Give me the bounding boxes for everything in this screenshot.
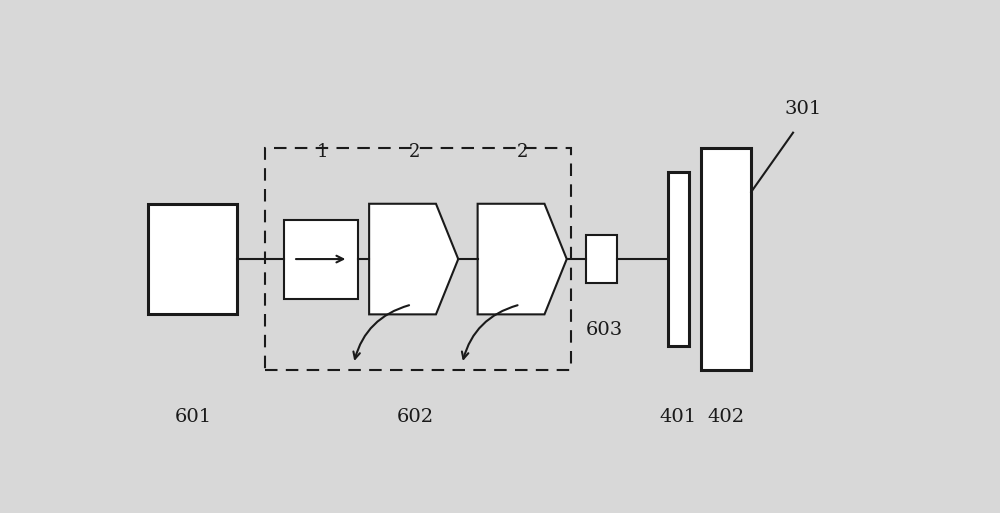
Text: 2: 2 bbox=[408, 144, 420, 162]
Bar bbox=[264, 148, 571, 370]
Text: 401: 401 bbox=[660, 408, 697, 426]
Bar bbox=[148, 204, 237, 314]
Text: 603: 603 bbox=[585, 321, 623, 339]
Text: 602: 602 bbox=[397, 408, 434, 426]
Polygon shape bbox=[369, 204, 458, 314]
Text: 402: 402 bbox=[707, 408, 744, 426]
Bar bbox=[668, 172, 689, 346]
Text: 601: 601 bbox=[175, 408, 212, 426]
Bar bbox=[284, 220, 358, 299]
Polygon shape bbox=[478, 204, 567, 314]
Text: 301: 301 bbox=[784, 100, 822, 118]
Bar bbox=[586, 235, 617, 283]
Text: 1: 1 bbox=[317, 144, 328, 162]
Bar bbox=[701, 148, 751, 370]
Text: 2: 2 bbox=[517, 144, 528, 162]
